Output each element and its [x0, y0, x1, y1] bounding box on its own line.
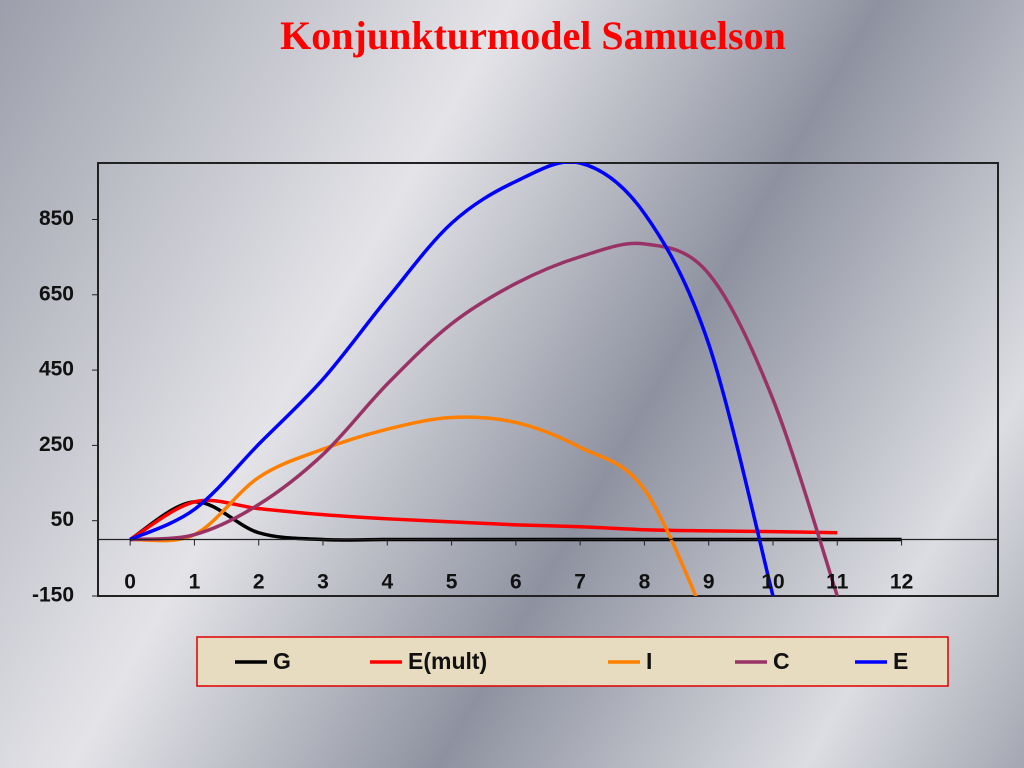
x-tick-label: 5	[446, 571, 458, 594]
x-tick-label: 0	[124, 571, 136, 594]
legend-label: I	[646, 648, 652, 674]
x-tick-label: 8	[639, 571, 651, 594]
y-tick-label: 850	[39, 207, 74, 230]
x-tick-label: 10	[761, 571, 784, 594]
y-tick-label: 450	[39, 358, 74, 381]
plot-frame	[97, 162, 999, 597]
legend-label: G	[273, 648, 291, 674]
x-tick-label: 9	[703, 571, 715, 594]
plot-area	[129, 163, 902, 596]
legend-label: E(mult)	[408, 648, 487, 674]
y-tick-label: 650	[39, 282, 74, 305]
x-tick-label: 6	[510, 571, 522, 594]
x-tick-label: 3	[317, 571, 329, 594]
x-tick-label: 4	[381, 571, 393, 594]
x-tick-label: 12	[890, 571, 913, 594]
x-tick-label: 11	[826, 571, 849, 594]
y-tick-label: 250	[39, 433, 74, 456]
chart-title: Konjunkturmodel Samuelson	[280, 13, 786, 58]
y-tick-label: -150	[32, 584, 74, 607]
series-line	[130, 415, 698, 596]
legend-label: E	[893, 648, 908, 674]
y-tick-label: 50	[51, 508, 74, 531]
x-tick-label: 1	[189, 571, 201, 594]
x-tick-label: 2	[253, 571, 265, 594]
series-line	[130, 241, 839, 596]
legend-box	[196, 636, 949, 687]
legend-label: C	[773, 648, 790, 674]
series-line	[129, 163, 775, 596]
x-tick-label: 7	[574, 571, 586, 594]
